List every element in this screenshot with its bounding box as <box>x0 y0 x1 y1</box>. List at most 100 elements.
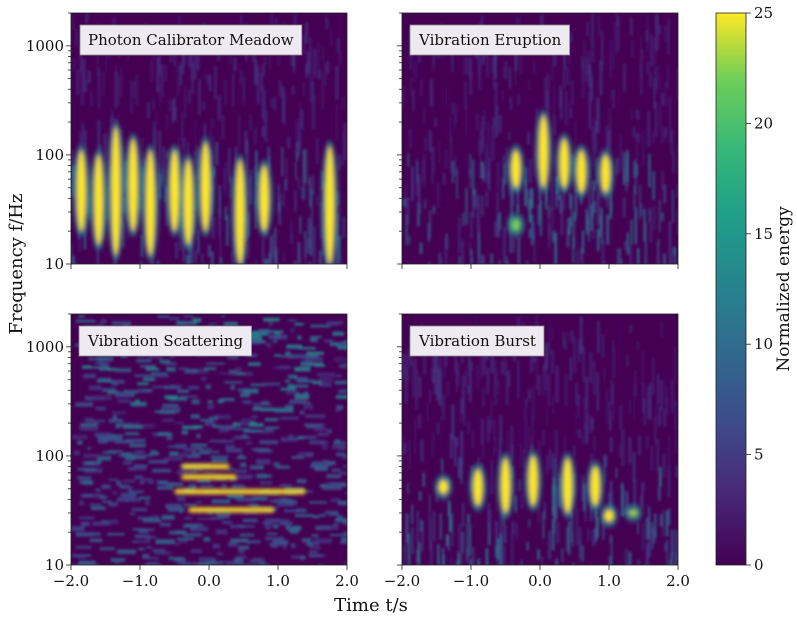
noise-blob <box>669 255 672 264</box>
noise-blob <box>640 58 643 79</box>
noise-blob <box>216 440 234 443</box>
noise-blob <box>606 125 608 155</box>
noise-blob <box>403 442 407 454</box>
panel-1-label: Photon Calibrator Meadow <box>79 24 303 56</box>
noise-blob <box>636 340 639 349</box>
noise-blob <box>469 70 472 95</box>
noise-blob <box>225 448 243 453</box>
noise-blob <box>252 402 272 406</box>
noise-blob <box>295 161 297 180</box>
noise-blob <box>526 426 529 441</box>
noise-blob <box>142 389 153 392</box>
noise-blob <box>479 351 483 380</box>
noise-blob <box>237 388 249 392</box>
noise-blob <box>218 372 237 375</box>
noise-blob <box>146 561 160 565</box>
noise-blob <box>84 130 87 152</box>
noise-blob <box>77 556 86 559</box>
noise-blob <box>495 545 497 558</box>
noise-blob <box>631 40 634 58</box>
noise-blob <box>482 53 485 65</box>
noise-blob <box>615 157 619 175</box>
noise-blob <box>642 523 644 551</box>
noise-blob <box>229 524 245 529</box>
noise-blob <box>212 543 220 549</box>
noise-blob <box>147 102 150 119</box>
noise-blob <box>219 425 236 430</box>
noise-blob <box>466 523 469 557</box>
noise-blob <box>210 251 214 264</box>
noise-blob <box>526 541 529 551</box>
noise-blob <box>180 395 198 398</box>
noise-blob <box>669 96 671 129</box>
noise-blob <box>199 557 216 561</box>
noise-blob <box>330 533 347 537</box>
noise-blob <box>168 99 171 112</box>
noise-blob <box>674 400 676 431</box>
noise-blob <box>250 383 266 386</box>
noise-blob <box>89 538 103 543</box>
noise-blob <box>457 457 461 479</box>
noise-blob <box>304 237 307 264</box>
noise-blob <box>449 502 451 533</box>
noise-blob <box>154 410 163 413</box>
noise-blob <box>488 420 491 434</box>
noise-blob <box>626 232 629 255</box>
noise-blob <box>619 317 621 350</box>
noise-blob <box>164 395 178 400</box>
noise-blob <box>238 545 250 550</box>
noise-blob <box>245 339 262 343</box>
noise-blob <box>254 166 257 177</box>
noise-blob <box>105 519 119 525</box>
noise-blob <box>456 363 459 387</box>
noise-blob <box>205 384 211 389</box>
panel-4-label: Vibration Burst <box>409 325 545 357</box>
colorbar-tick-label: 15 <box>754 225 773 243</box>
x-tick-label: 0.0 <box>197 572 221 590</box>
noise-blob <box>585 209 588 233</box>
noise-blob <box>124 499 130 502</box>
noise-blob <box>264 418 279 422</box>
noise-blob <box>437 559 440 565</box>
noise-blob <box>245 441 252 445</box>
noise-blob <box>460 533 463 565</box>
noise-blob <box>409 263 411 264</box>
noise-blob <box>564 341 568 352</box>
noise-blob <box>427 223 431 242</box>
noise-blob <box>447 535 450 551</box>
noise-blob <box>165 503 182 509</box>
noise-blob <box>524 420 528 453</box>
noise-blob <box>86 446 92 450</box>
noise-blob <box>201 253 204 264</box>
noise-blob <box>634 383 637 396</box>
noise-blob <box>131 508 148 512</box>
noise-blob <box>215 529 228 535</box>
noise-blob <box>286 500 298 505</box>
noise-blob <box>242 434 247 438</box>
noise-blob <box>438 139 440 163</box>
noise-blob <box>139 364 154 368</box>
noise-blob <box>508 131 511 141</box>
noise-blob <box>588 181 591 214</box>
noise-blob <box>497 162 499 190</box>
noise-blob <box>642 365 644 377</box>
noise-blob <box>552 42 554 81</box>
noise-blob <box>589 351 592 384</box>
noise-blob <box>429 494 431 521</box>
noise-blob <box>458 256 461 264</box>
noise-blob <box>204 421 216 426</box>
noise-blob <box>411 504 413 525</box>
noise-blob <box>269 236 272 264</box>
noise-blob <box>458 217 461 253</box>
noise-blob <box>606 214 609 245</box>
noise-blob <box>94 432 112 438</box>
noise-blob <box>158 131 161 165</box>
noise-blob <box>316 196 319 206</box>
noise-blob <box>297 335 302 340</box>
colorbar-tick-label: 20 <box>754 114 773 132</box>
noise-blob <box>628 437 632 464</box>
noise-blob <box>597 229 600 252</box>
noise-blob <box>656 438 659 472</box>
noise-blob <box>284 179 286 192</box>
noise-blob <box>188 89 191 104</box>
